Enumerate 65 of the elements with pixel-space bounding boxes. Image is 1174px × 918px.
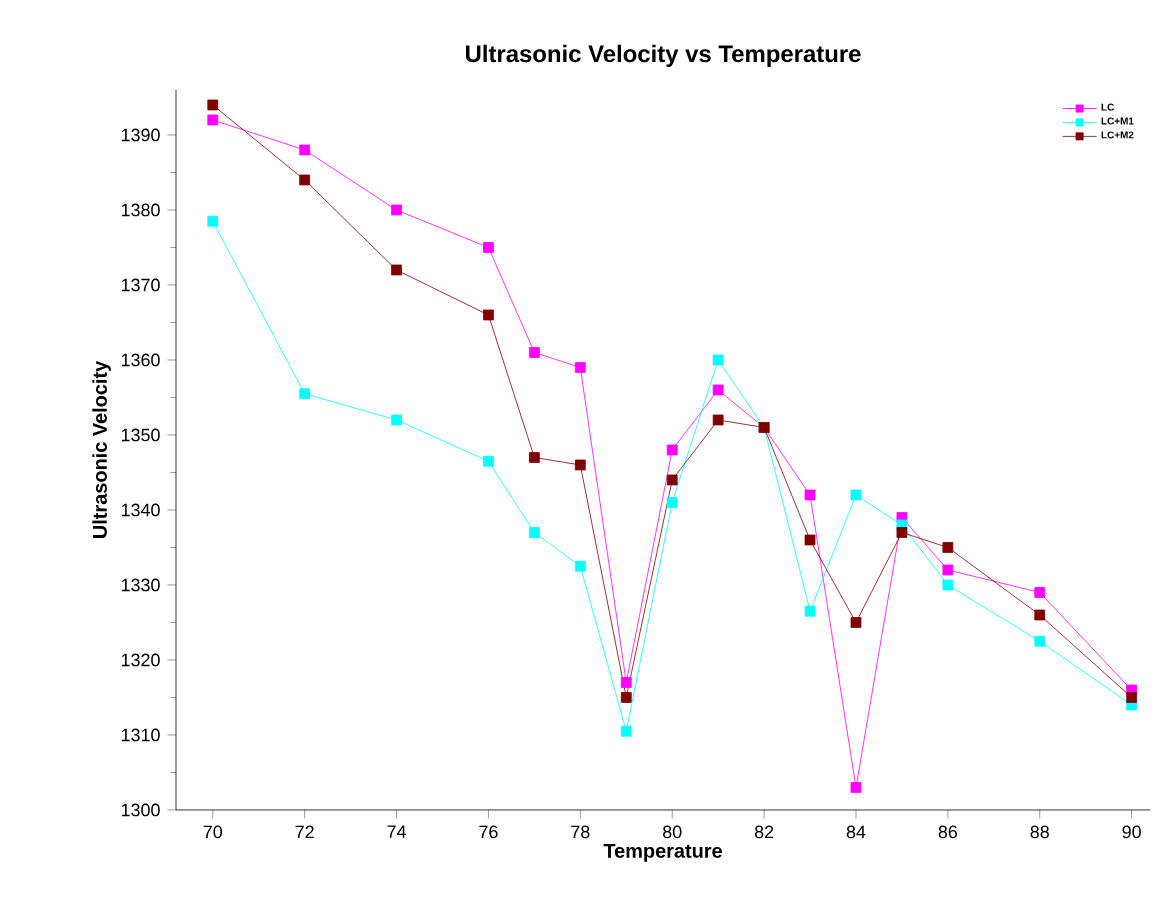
point xyxy=(1034,587,1046,598)
point xyxy=(942,542,954,553)
point xyxy=(850,489,862,501)
point xyxy=(712,354,724,366)
point xyxy=(1034,609,1046,621)
point xyxy=(528,527,540,538)
point xyxy=(528,452,540,463)
point xyxy=(942,579,954,591)
point xyxy=(942,564,954,576)
point xyxy=(850,782,862,793)
y-tick-label: 1340 xyxy=(121,503,160,517)
x-tick-label: 86 xyxy=(938,825,958,839)
point xyxy=(299,144,311,156)
x-tick-label: 74 xyxy=(387,825,406,838)
y-tick-label: 1310 xyxy=(121,728,160,742)
point xyxy=(391,264,402,276)
x-tick-label: 84 xyxy=(846,825,866,839)
y-tick-label: 1360 xyxy=(121,353,160,367)
y-tick-label: 1380 xyxy=(121,203,160,217)
point xyxy=(483,455,494,467)
point xyxy=(804,489,816,501)
point xyxy=(712,384,724,396)
point xyxy=(483,309,494,321)
point xyxy=(712,414,724,426)
x-tick-label: 88 xyxy=(1030,825,1049,839)
y-tick-label: 1390 xyxy=(121,128,160,142)
y-tick-label: 1370 xyxy=(121,278,160,292)
x-tick-label: 80 xyxy=(663,825,682,839)
x-tick-label: 72 xyxy=(295,825,314,839)
x-tick-label: 90 xyxy=(1122,825,1141,839)
point xyxy=(1126,692,1138,703)
point xyxy=(804,534,816,546)
x-axis-title: Temperature xyxy=(603,843,722,862)
y-tick-label: 1350 xyxy=(121,428,160,442)
x-tick-label: 78 xyxy=(571,825,590,839)
point xyxy=(207,215,219,227)
point xyxy=(666,497,678,508)
y-axis-title: Ultrasonic Velocity xyxy=(92,360,111,538)
point xyxy=(896,527,908,538)
x-tick-label: 70 xyxy=(203,825,223,839)
chart-title: Ultrasonic Velocity vs Temperature xyxy=(466,44,861,67)
point xyxy=(299,174,311,186)
y-tick-label: 1300 xyxy=(121,803,160,817)
point xyxy=(528,347,540,358)
point xyxy=(483,242,494,253)
point xyxy=(620,725,632,737)
point xyxy=(207,114,219,126)
point xyxy=(620,692,632,703)
point xyxy=(391,414,402,426)
point xyxy=(1034,635,1046,647)
point xyxy=(804,605,816,617)
point xyxy=(391,204,402,216)
point xyxy=(850,617,862,628)
point xyxy=(666,444,678,456)
point xyxy=(574,560,586,572)
point xyxy=(666,474,678,486)
y-tick-label: 1320 xyxy=(121,653,160,667)
y-tick-label: 1330 xyxy=(121,578,160,592)
point xyxy=(207,99,219,111)
x-tick-label: 76 xyxy=(479,825,498,839)
x-tick-label: 82 xyxy=(754,825,774,839)
point xyxy=(574,362,586,373)
point xyxy=(574,459,586,471)
point xyxy=(620,677,632,688)
point xyxy=(299,388,311,400)
